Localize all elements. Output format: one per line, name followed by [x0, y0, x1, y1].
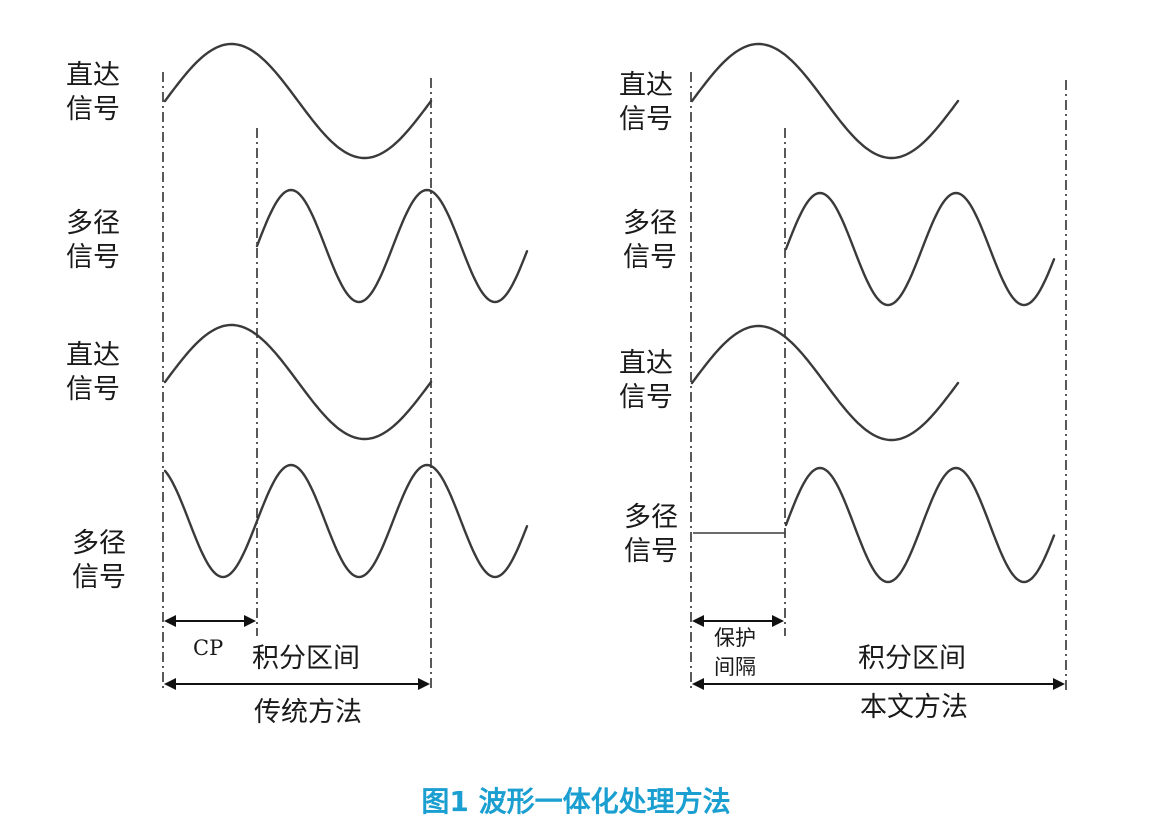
left-panel: 直达 信号 多径 信号 直达 信号 多径 信号 CP 积分区间 传统方法 — [66, 42, 529, 728]
left-method-label: 传统方法 — [254, 697, 362, 728]
left-integration-arrow — [164, 678, 430, 690]
left-integration-label: 积分区间 — [252, 643, 360, 674]
left-label-1-line1: 直达 — [66, 60, 120, 91]
right-label-3-line2: 信号 — [619, 382, 673, 413]
right-method-label: 本文方法 — [860, 692, 968, 723]
cp-label: CP — [193, 636, 223, 660]
guard-label-line2: 间隔 — [714, 655, 756, 679]
left-direct-wave-1 — [163, 42, 433, 160]
right-label-4-line2: 信号 — [624, 536, 678, 567]
left-direct-wave-2 — [163, 323, 433, 441]
left-label-3-line1: 直达 — [66, 340, 120, 371]
right-label-1-line1: 直达 — [619, 70, 673, 101]
left-label-2-line1: 多径 — [66, 208, 120, 239]
right-label-1-line2: 信号 — [619, 104, 673, 135]
right-label-3-line1: 直达 — [619, 348, 673, 379]
guard-arrow — [692, 615, 784, 627]
left-label-4-line1: 多径 — [72, 528, 126, 559]
right-direct-wave-2 — [690, 324, 960, 442]
right-multipath-wave-2 — [784, 466, 1056, 584]
caption-prefix: 图1 — [421, 785, 469, 818]
guard-label-line1: 保护 — [714, 626, 756, 650]
left-label-4-line2: 信号 — [72, 562, 126, 593]
left-multipath-wave-1 — [255, 188, 529, 304]
left-label-1-line2: 信号 — [66, 94, 120, 125]
right-label-4-line1: 多径 — [624, 502, 678, 533]
right-integration-label: 积分区间 — [858, 643, 966, 674]
right-panel: 直达 信号 多径 信号 直达 信号 多径 信号 保护 间隔 积分区间 — [619, 42, 1067, 723]
left-multipath-wave-2 — [163, 463, 529, 579]
cp-arrow — [164, 615, 256, 627]
left-label-3-line2: 信号 — [66, 374, 120, 405]
figure-caption: 图1 波形一体化处理方法 — [0, 780, 1152, 820]
right-label-2-line2: 信号 — [623, 242, 677, 273]
right-integration-arrow — [692, 678, 1065, 690]
right-multipath-wave-1 — [784, 191, 1056, 307]
right-direct-wave-1 — [690, 42, 960, 160]
right-label-2-line1: 多径 — [623, 208, 677, 239]
left-label-2-line2: 信号 — [66, 242, 120, 273]
waveform-diagram: 直达 信号 多径 信号 直达 信号 多径 信号 CP 积分区间 传统方法 — [66, 42, 1067, 728]
caption-text: 波形一体化处理方法 — [468, 785, 731, 818]
